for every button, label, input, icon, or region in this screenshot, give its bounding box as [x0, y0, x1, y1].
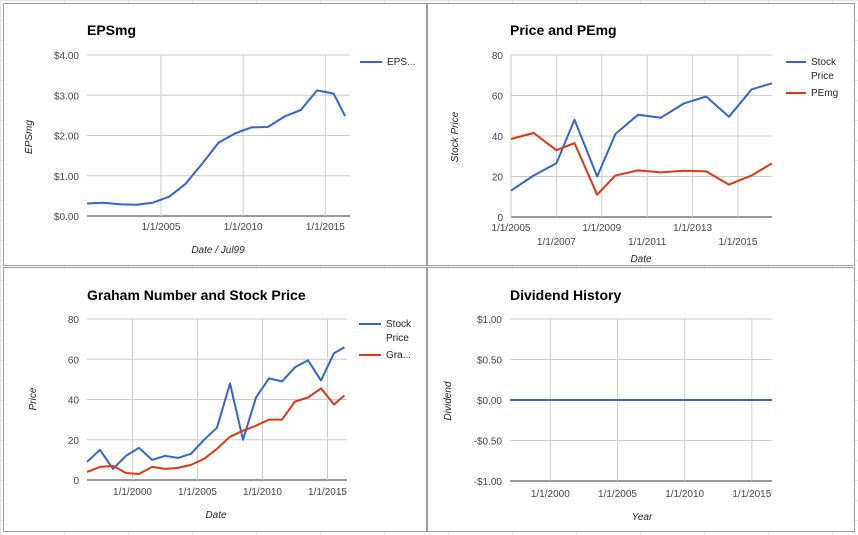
x-axis-label: Date — [205, 510, 227, 521]
x-tick-label: 1/1/2007 — [537, 237, 576, 248]
y-tick-label: 80 — [492, 51, 504, 62]
y-tick-label: -$1.00 — [474, 477, 503, 488]
x-tick-label: 1/1/2011 — [628, 237, 667, 248]
series-line-1 — [510, 132, 773, 196]
y-tick-label: 0 — [497, 213, 503, 224]
y-tick-label: -$0.50 — [474, 437, 503, 448]
price-pe-panel: Price and PEmg Stock Price Date 0 20 40 60 8… — [427, 3, 855, 266]
graham-panel: Graham Number and Stock Price Price Date… — [3, 267, 427, 532]
legend-label-pemg: PEmg — [811, 88, 838, 99]
y-tick-label: 20 — [492, 173, 504, 184]
x-tick-label: 1/1/2010 — [224, 222, 263, 233]
legend-label-stock-price-line2: Price — [386, 333, 409, 344]
y-axis-label: Stock Price — [450, 111, 461, 162]
legend-label-stock-price-line1: Stock — [811, 57, 837, 68]
series-line-1 — [86, 387, 346, 475]
x-tick-label: 1/1/2005 — [598, 489, 637, 500]
y-axis-label: Price — [28, 387, 39, 410]
series-line-0 — [86, 89, 346, 206]
y-axis-label: EPSmg — [24, 120, 35, 154]
x-tick-label: 1/1/2000 — [113, 487, 152, 498]
y-tick-label: $0.00 — [54, 212, 79, 223]
x-tick-label: 1/1/2000 — [531, 489, 570, 500]
y-tick-label: 20 — [68, 436, 80, 447]
x-tick-label: 1/1/2005 — [178, 487, 217, 498]
y-tick-label: 60 — [492, 92, 504, 103]
y-tick-label: $0.00 — [477, 396, 502, 407]
chart-title: Graham Number and Stock Price — [87, 287, 306, 303]
x-axis-label: Date / Jul99 — [191, 245, 245, 256]
graham-chart: Graham Number and Stock Price Price Date… — [28, 287, 414, 521]
x-tick-label: 1/1/2015 — [718, 237, 757, 248]
dividend-panel: Dividend History Dividend Year -$1.00 -$0… — [427, 267, 855, 532]
eps-panel: EPSmg EPSmg Date / Jul99 $0.00 $1.00 $2.00… — [3, 3, 427, 266]
x-tick-label: 1/1/2013 — [673, 223, 712, 234]
series-line-0 — [510, 82, 773, 192]
dividend-chart: Dividend History Dividend Year -$1.00 -$0… — [443, 287, 772, 523]
x-tick-label: 1/1/2005 — [142, 222, 181, 233]
x-tick-label: 1/1/2010 — [243, 487, 282, 498]
x-tick-label: 1/1/2010 — [665, 489, 704, 500]
legend-label-eps: EPS... — [387, 57, 415, 68]
y-tick-label: $2.00 — [54, 132, 79, 143]
chart-title: Dividend History — [510, 287, 621, 303]
x-axis-label: Date — [630, 254, 652, 265]
legend: EPS... — [360, 57, 415, 68]
price-pe-chart: Price and PEmg Stock Price Date 0 20 40 60 8… — [450, 22, 839, 265]
y-tick-label: $1.00 — [477, 315, 502, 326]
x-tick-label: 1/1/2015 — [308, 487, 347, 498]
x-tick-label: 1/1/2009 — [582, 223, 621, 234]
legend-label-stock-price-line1: Stock — [386, 319, 412, 330]
chart-title: EPSmg — [87, 22, 136, 38]
y-tick-label: $0.50 — [477, 356, 502, 367]
legend-label-graham: Gra... — [386, 350, 411, 361]
x-tick-label: 1/1/2005 — [492, 223, 531, 234]
legend-label-stock-price: Stock Price — [811, 57, 839, 82]
chart-title: Price and PEmg — [510, 22, 617, 38]
legend: Stock Price PEmg — [786, 57, 839, 99]
legend-label-stock-price-line2: Price — [811, 71, 834, 82]
y-tick-label: $4.00 — [54, 51, 79, 62]
legend: Stock Price Gra... — [359, 319, 414, 361]
y-tick-label: 0 — [73, 476, 79, 487]
x-tick-label: 1/1/2015 — [732, 489, 771, 500]
y-tick-label: 80 — [68, 315, 80, 326]
x-tick-label: 1/1/2015 — [306, 222, 345, 233]
y-tick-label: 40 — [68, 396, 80, 407]
y-tick-label: 40 — [492, 132, 504, 143]
series-line-0 — [86, 346, 345, 470]
y-tick-label: $1.00 — [54, 172, 79, 183]
y-axis-label: Dividend — [443, 381, 454, 420]
y-tick-label: $3.00 — [54, 91, 79, 102]
x-axis-label: Year — [632, 512, 653, 523]
y-tick-label: 60 — [68, 355, 80, 366]
eps-chart: EPSmg EPSmg Date / Jul99 $0.00 $1.00 $2.00… — [24, 22, 415, 256]
legend-label-stock-price: Stock Price — [386, 319, 414, 344]
